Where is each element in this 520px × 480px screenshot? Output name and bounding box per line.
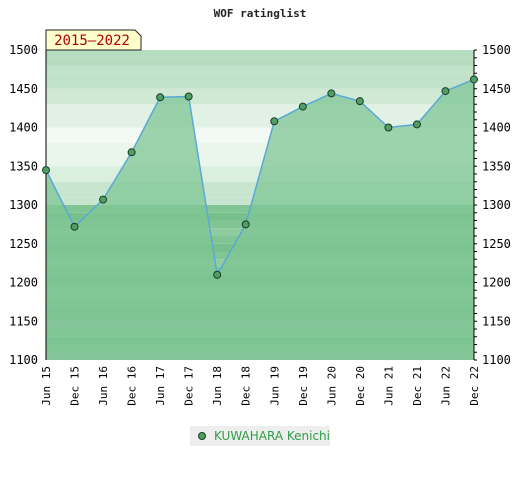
x-tick-label: Jun 22 (439, 366, 452, 406)
y-tick-right: 1250 (482, 237, 511, 251)
data-point[interactable] (99, 195, 108, 204)
y-tick-left: 1300 (9, 198, 38, 212)
data-point[interactable] (355, 97, 364, 106)
legend[interactable]: KUWAHARA Kenichi (190, 426, 330, 446)
data-point[interactable] (441, 87, 450, 96)
x-tick-label: Jun 20 (325, 366, 338, 406)
y-tick-right: 1500 (482, 43, 511, 57)
band (46, 104, 474, 112)
data-point[interactable] (270, 117, 279, 126)
marks-layer (42, 75, 478, 279)
x-tick-label: Dec 20 (354, 366, 367, 406)
y-tick-right: 1150 (482, 314, 511, 328)
badge-label: 2015–2022 (54, 33, 130, 49)
x-tick-label: Jun 21 (382, 366, 395, 406)
legend-marker (198, 432, 206, 440)
x-tick-label: Jun 19 (268, 366, 281, 406)
y-tick-right: 1200 (482, 276, 511, 290)
x-tick-label: Dec 17 (183, 366, 196, 406)
band (46, 135, 474, 143)
y-tick-left: 1200 (9, 276, 38, 290)
band (46, 81, 474, 89)
data-point[interactable] (241, 220, 250, 229)
series-line (45, 78, 475, 277)
data-point[interactable] (384, 123, 393, 132)
band (46, 119, 474, 128)
x-tick-label: Dec 19 (297, 366, 310, 406)
x-tick-label: Dec 21 (411, 366, 424, 406)
data-point[interactable] (156, 93, 165, 102)
legend-box (190, 426, 330, 446)
band (46, 112, 474, 120)
band (46, 50, 474, 58)
y-tick-left: 1500 (9, 43, 38, 57)
data-point[interactable] (70, 222, 79, 231)
band (46, 57, 474, 66)
band (46, 143, 474, 151)
y-tick-left: 1400 (9, 121, 38, 135)
band (46, 88, 474, 97)
y-tick-right: 1300 (482, 198, 511, 212)
data-point[interactable] (213, 270, 222, 279)
x-tick-label: Dec 15 (69, 366, 82, 406)
band (46, 96, 474, 105)
data-point[interactable] (470, 75, 478, 84)
chart-title: WOF ratinglist (214, 7, 307, 20)
badge-box (45, 29, 142, 51)
y-tick-right: 1350 (482, 159, 511, 173)
band (46, 127, 474, 136)
series-area (46, 79, 474, 360)
y-tick-right: 1400 (482, 121, 511, 135)
axes: 1100 1100 1150 1150 1200 1200 1250 1250 1300 1300… (9, 43, 511, 406)
y-tick-right: 1450 (482, 82, 511, 96)
x-tick-label: Dec 18 (240, 366, 253, 406)
period-badge: 2015–2022 (45, 29, 142, 51)
x-tick-label: Jun 16 (97, 366, 110, 406)
data-point[interactable] (184, 92, 193, 101)
data-point[interactable] (42, 166, 50, 175)
band (46, 73, 474, 81)
x-tick-label: Jun 17 (154, 366, 167, 406)
area-layer (45, 78, 475, 360)
y-tick-left: 1450 (9, 82, 38, 96)
band (46, 158, 474, 167)
x-tick-label: Dec 16 (126, 366, 139, 406)
data-point[interactable] (327, 89, 336, 98)
y-tick-left: 1250 (9, 237, 38, 251)
data-point[interactable] (412, 120, 421, 129)
y-tick-left: 1100 (9, 353, 38, 367)
x-tick-label: Jun 15 (40, 366, 53, 406)
x-tick-label: Dec 22 (468, 366, 481, 406)
y-tick-left: 1350 (9, 159, 38, 173)
y-tick-left: 1150 (9, 314, 38, 328)
data-point[interactable] (298, 102, 307, 111)
band (46, 65, 474, 74)
data-point[interactable] (127, 148, 136, 157)
y-tick-right: 1100 (482, 353, 511, 367)
legend-label: KUWAHARA Kenichi (214, 429, 330, 443)
x-tick-label: Jun 18 (211, 366, 224, 406)
band (46, 150, 474, 159)
